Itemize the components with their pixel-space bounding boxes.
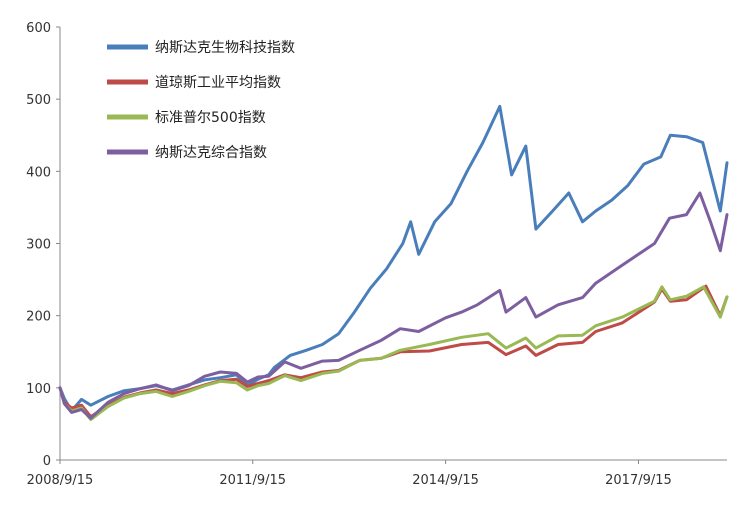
axes: 0 100 200 300 400 500 600 2008/9/15 2011/9/15 201… bbox=[26, 21, 727, 488]
legend-label-1: 纳斯达克生物科技指数 bbox=[155, 40, 295, 56]
series-line-3 bbox=[58, 285, 729, 422]
series-line-4 bbox=[58, 191, 729, 420]
series-layer bbox=[58, 104, 729, 422]
x-tick-label: 2014/9/15 bbox=[412, 473, 479, 488]
y-tick-label: 200 bbox=[26, 310, 51, 325]
y-tick-label: 400 bbox=[26, 165, 51, 180]
legend-label-3: 标准普尔500指数 bbox=[155, 110, 266, 126]
legend-label-4: 纳斯达克综合指数 bbox=[155, 145, 267, 161]
x-tick-label: 2017/9/15 bbox=[605, 473, 672, 488]
y-tick-label: 600 bbox=[26, 21, 51, 36]
y-tick-label: 0 bbox=[43, 454, 51, 469]
y-tick-label: 300 bbox=[26, 238, 51, 253]
x-tick-label: 2011/9/15 bbox=[219, 473, 286, 488]
y-tick-label: 500 bbox=[26, 93, 51, 108]
y-tick-label: 100 bbox=[26, 382, 51, 397]
series-line-2 bbox=[58, 284, 729, 419]
legend-label-2: 道琼斯工业平均指数 bbox=[155, 75, 281, 91]
x-tick-label: 2008/9/15 bbox=[27, 473, 94, 488]
